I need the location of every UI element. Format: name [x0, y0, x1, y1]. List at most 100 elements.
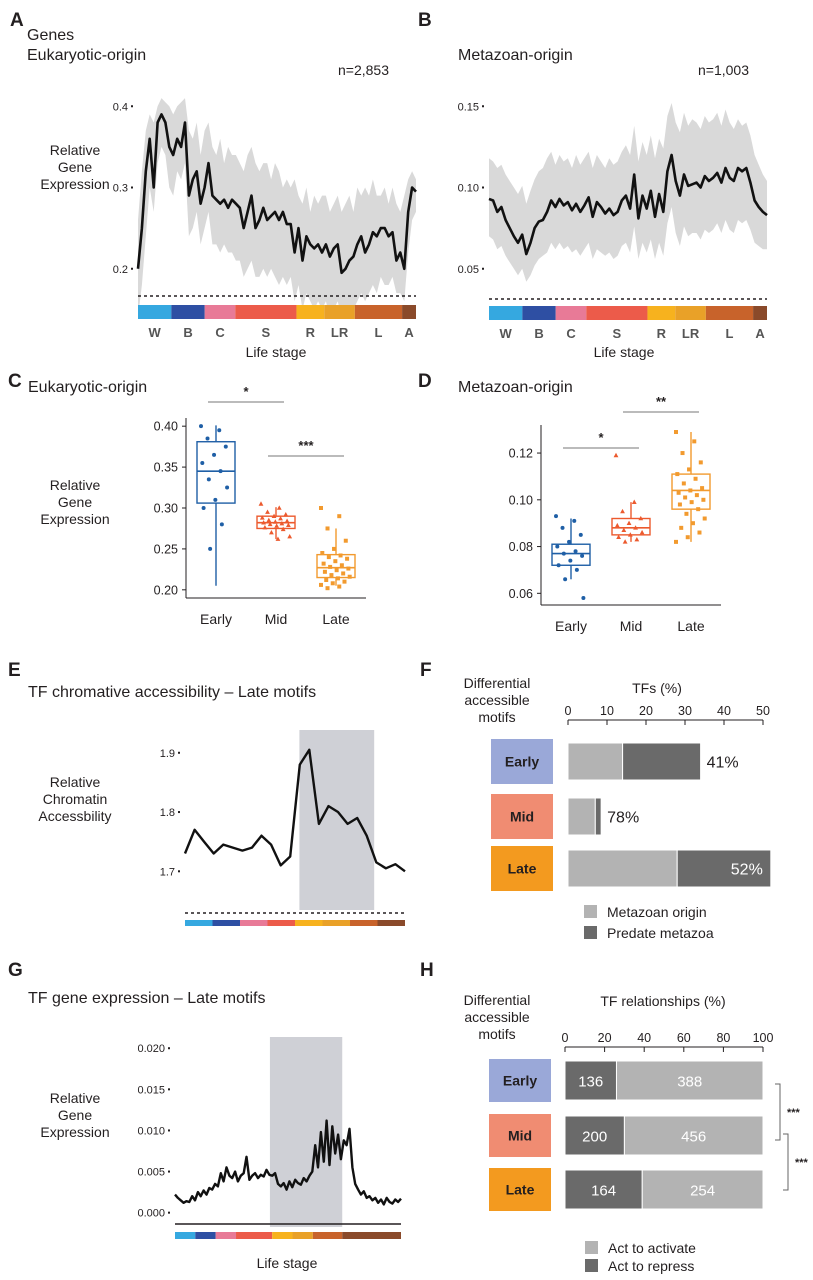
plotC-data-point	[325, 586, 330, 591]
panel-h-row-header-line-2: accessible	[464, 1009, 530, 1025]
plotE-stage-segment	[240, 920, 268, 926]
plotD-data-point	[627, 532, 633, 537]
panel-a: A Genes Eukaryotic-origin n=2,853 Relati…	[10, 10, 417, 360]
plotC-data-point	[338, 553, 343, 558]
plotF-xtick-label: 0	[565, 704, 572, 718]
panel-e: E TF chromative accessibility – Late mot…	[8, 660, 406, 926]
plotB-stage-label: W	[500, 326, 513, 341]
plotB-stage-label: A	[755, 326, 765, 341]
plotC-data-point	[276, 505, 282, 510]
panel-d-title: Metazoan-origin	[458, 379, 573, 396]
panel-b: B Metazoan-origin n=1,003 0.05 0.10 0.15 W B…	[418, 10, 768, 360]
plotB-ytick-mark	[482, 105, 484, 108]
plotG-stage-segment	[272, 1232, 293, 1239]
plotC-data-point	[325, 526, 330, 531]
plotC-data-point	[279, 520, 285, 526]
plotD-data-point	[700, 486, 705, 491]
plotA-data-line	[136, 113, 417, 275]
plotD-data-point	[683, 495, 688, 500]
panel-f: F Differential accessible motifs TFs (%)…	[420, 660, 772, 941]
panel-h-legend-label: Act to repress	[608, 1258, 694, 1274]
panel-c-title: Eukaryotic-origin	[28, 379, 147, 396]
plotD-data-point	[567, 539, 572, 544]
plotC-data-point	[326, 555, 331, 560]
plotD-data-point	[674, 430, 678, 435]
plotD-data-point	[556, 563, 561, 568]
panel-h-row-header-line-1: Differential	[464, 992, 531, 1008]
plotB-ytick-label: 0.10	[458, 183, 479, 195]
plotC-data-point	[258, 501, 264, 506]
plotG-stage-segment	[195, 1232, 216, 1239]
plotC-data-point	[274, 523, 280, 528]
plotC-data-point	[267, 521, 273, 527]
plotC-category-label: Early	[200, 611, 232, 627]
panel-f-row-header-line-1: Differential	[464, 675, 531, 691]
plotB-stage-segment	[705, 306, 754, 320]
plotD-data-point	[574, 567, 579, 572]
plotF-bar-segment	[594, 797, 602, 836]
plotC-data-point	[225, 485, 230, 490]
plotH-bar-count: 200	[582, 1129, 607, 1146]
plotH-bar-segment	[615, 1060, 764, 1101]
plotF-row-label: Mid	[510, 809, 534, 825]
plotC-data-point	[261, 520, 267, 525]
plotH-bar-count: 388	[677, 1074, 702, 1091]
panel-a-ylabel-line-2: Gene	[58, 159, 92, 175]
plotA-ytick-mark	[131, 267, 133, 270]
plotC-data-point	[319, 506, 323, 510]
plotD-category-label: Early	[555, 618, 587, 634]
plotD-data-point	[681, 481, 686, 486]
plotD-data-point	[688, 488, 693, 493]
plotD-data-point	[563, 577, 568, 582]
plotD-data-point	[702, 516, 707, 521]
plotC-data-point	[319, 582, 323, 587]
plotE-ytick-mark	[178, 870, 180, 873]
plotH-xtick-label: 20	[598, 1031, 612, 1045]
plotF-bar-percent-label: 41%	[707, 755, 739, 772]
plotD-data-point	[631, 499, 637, 504]
plotG-data-line	[174, 1119, 402, 1206]
plotC-data-point	[205, 436, 210, 441]
plotC-data-point	[346, 566, 351, 571]
panel-a-n-label: n=2,853	[338, 62, 389, 78]
panel-b-title: Metazoan-origin	[458, 47, 573, 64]
plotE-data-line	[183, 748, 406, 873]
plotC-data-point	[321, 561, 326, 566]
plotC-data-point	[265, 509, 270, 514]
plotB-stage-segment	[675, 306, 706, 320]
panel-a-xlabel: Life stage	[246, 344, 307, 360]
plotA-stage-segment	[138, 305, 172, 319]
plotB-stage-segment	[647, 306, 676, 320]
plotC-data-point	[342, 579, 347, 584]
panel-h-xlabel: TF relationships (%)	[600, 993, 725, 1009]
panel-b-n-label: n=1,003	[698, 62, 749, 78]
plotA-stage-label: R	[306, 325, 316, 340]
plotD-data-point	[675, 472, 680, 477]
plotA-ytick-label: 0.2	[113, 264, 128, 276]
panel-label-e: E	[8, 660, 21, 681]
plotD-data-point	[633, 525, 638, 530]
plotH-xtick-label: 100	[753, 1031, 774, 1045]
plotD-data-point	[555, 544, 560, 549]
panel-e-ylabel-line-1: Relative	[50, 774, 101, 790]
plotD-data-point	[561, 551, 566, 556]
plotB-stage-label: LR	[682, 326, 700, 341]
plotD-data-point	[573, 549, 578, 554]
plotC-data-point	[212, 452, 217, 457]
panel-c-ylabel-line-3: Expression	[40, 511, 109, 527]
plotD-data-point	[680, 451, 685, 456]
plotC-data-point	[334, 568, 339, 573]
panel-g: G TF gene expression – Late motifs Relat…	[8, 960, 402, 1271]
plotB-stage-segment	[489, 306, 523, 320]
plotD-ytick-label: 0.06	[509, 587, 533, 601]
plotC-data-point	[341, 571, 346, 576]
plotF-bar-segment	[676, 849, 772, 888]
plotD-data-point	[692, 439, 697, 444]
plotC-data-point	[335, 576, 340, 581]
plotB-stage-label: B	[534, 326, 543, 341]
plotC-data-point	[345, 556, 350, 561]
plotD-data-point	[687, 467, 692, 472]
plotC-data-point	[329, 573, 334, 578]
plotH-row-label-box	[489, 1168, 551, 1211]
